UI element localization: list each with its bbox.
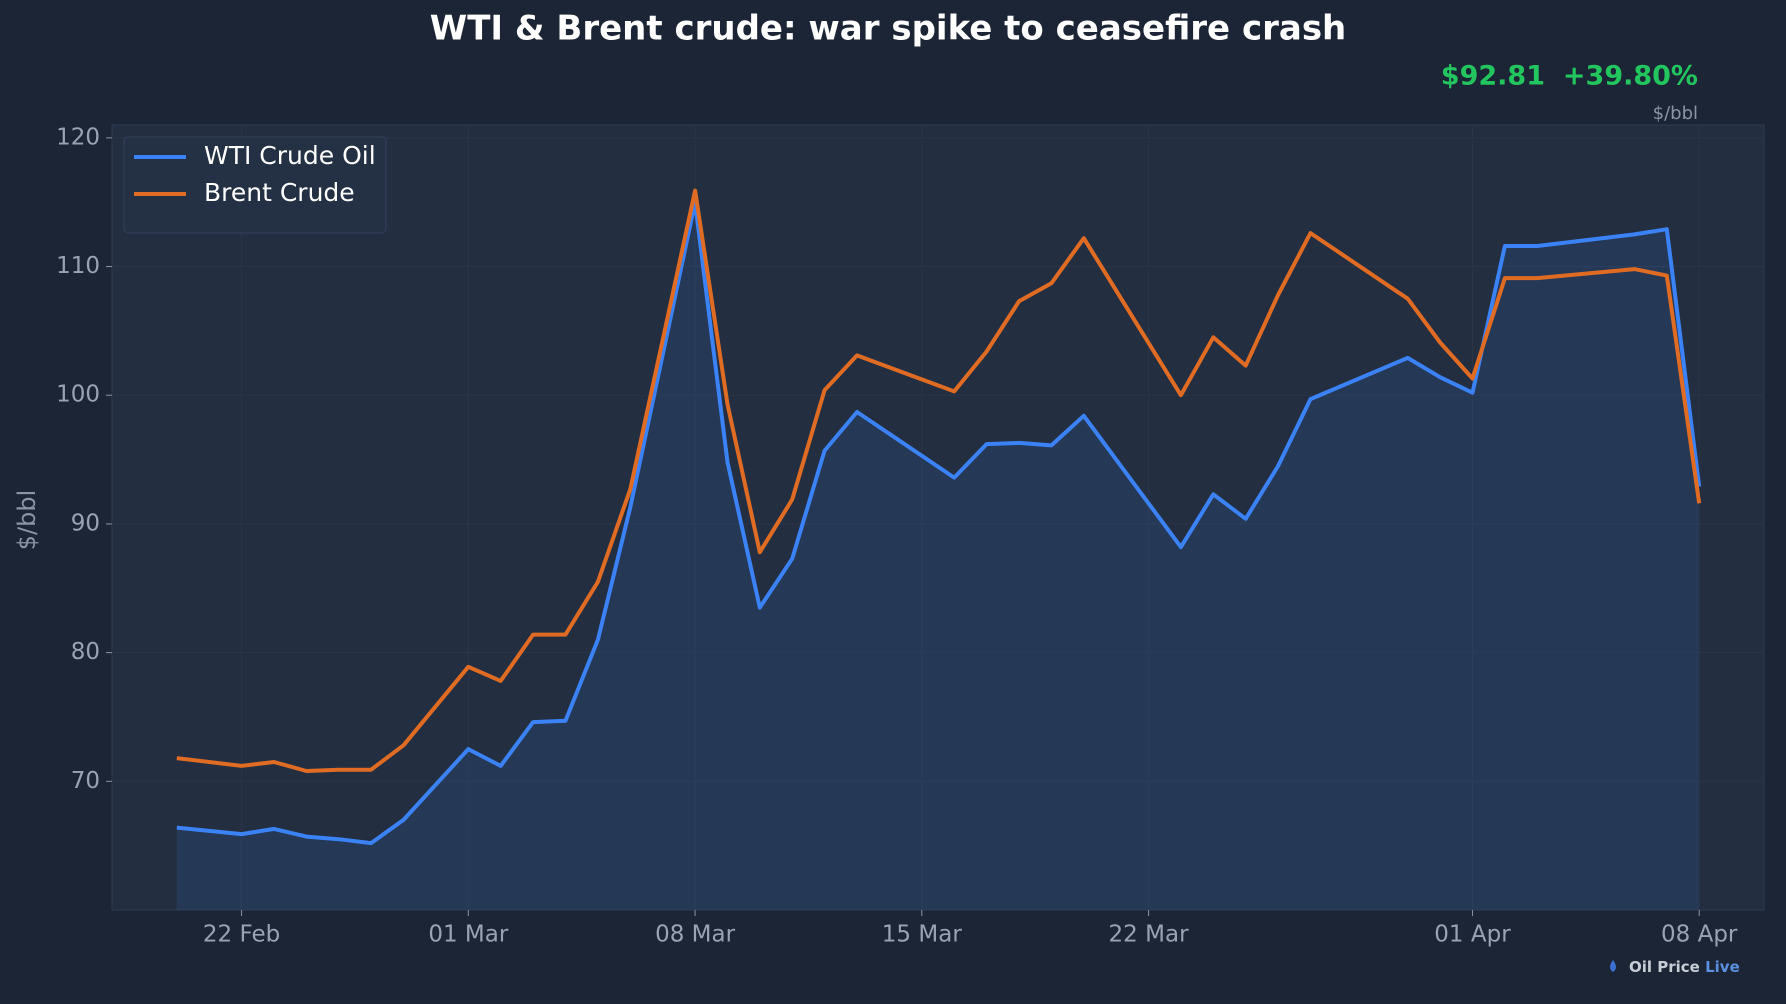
watermark-suffix: Live — [1705, 958, 1740, 976]
y-axis-label: $/bbl — [13, 490, 41, 551]
x-tick-label: 01 Mar — [428, 922, 509, 948]
x-tick-label: 22 Feb — [203, 922, 280, 948]
legend-label: Brent Crude — [204, 178, 355, 207]
plot-area — [111, 124, 1765, 911]
price: $92.81 — [1441, 61, 1545, 92]
x-tick-label: 15 Mar — [882, 922, 963, 948]
y-tick-label: 80 — [71, 639, 100, 665]
x-tick-label: 22 Mar — [1109, 922, 1190, 948]
legend — [123, 136, 387, 234]
x-tick-label: 01 Apr — [1434, 922, 1511, 948]
legend-label: WTI Crude Oil — [204, 141, 376, 170]
y-tick-label: 120 — [56, 124, 100, 150]
watermark-icon — [1610, 960, 1616, 972]
x-tick-label: 08 Apr — [1661, 922, 1738, 948]
y-tick-label: 110 — [56, 253, 100, 279]
y-tick-label: 90 — [71, 510, 100, 536]
plot: 70 80 90 100 110 120 22 Feb 01 Mar 08 Mar 15 Mar 2… — [56, 124, 1764, 948]
area — [176, 202, 1700, 910]
watermark: Oil Price Live — [1629, 958, 1740, 976]
line — [176, 188, 1702, 773]
line — [176, 200, 1702, 846]
change: +39.80% — [1563, 61, 1698, 92]
watermark-prefix: Oil Price — [1629, 958, 1700, 976]
chart-title: WTI & Brent crude: war spike to ceasefir… — [430, 9, 1347, 49]
x-tick-label: 08 Mar — [655, 922, 736, 948]
y-tick-label: 100 — [56, 382, 100, 408]
unit: $/bbl — [1653, 103, 1698, 124]
y-tick-label: 70 — [71, 768, 100, 794]
